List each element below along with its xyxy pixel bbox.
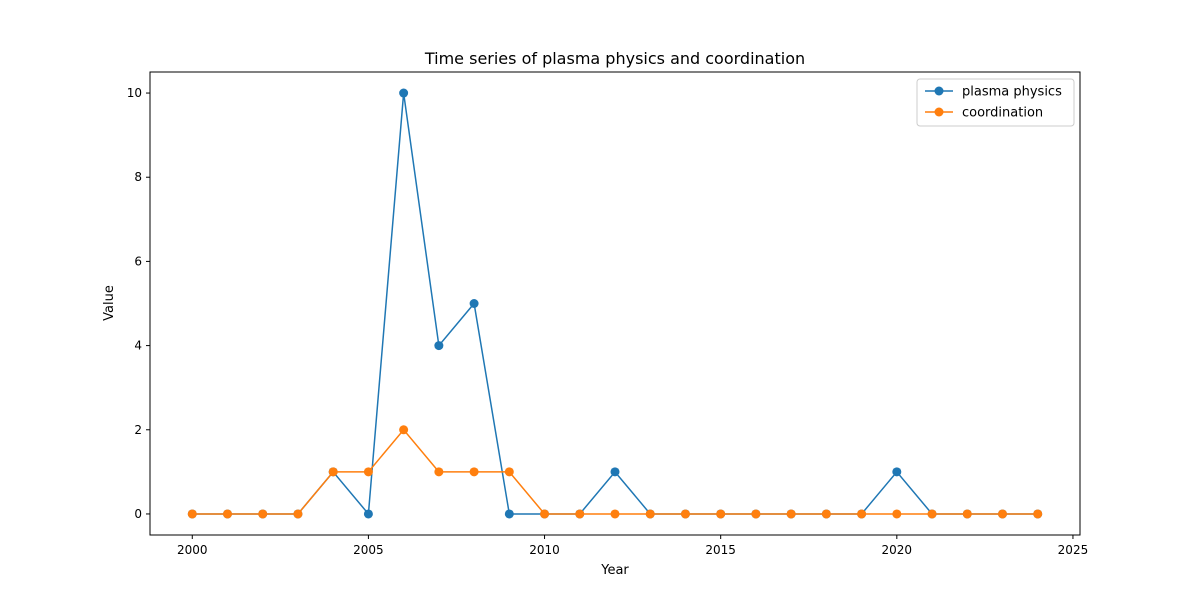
y-tick-label: 10	[127, 86, 142, 100]
data-point-1	[363, 467, 373, 477]
legend-label: plasma physics	[962, 85, 1062, 100]
x-tick-label: 2015	[705, 543, 736, 557]
plot-frame	[149, 71, 1081, 536]
legend-label: coordination	[962, 106, 1043, 121]
y-tick-label: 6	[134, 254, 142, 268]
y-tick-label: 2	[134, 423, 142, 437]
data-point-1	[187, 509, 197, 519]
x-tick-label: 2025	[1058, 543, 1089, 557]
data-point-1	[751, 509, 761, 519]
data-point-1	[645, 509, 655, 519]
data-point-1	[998, 509, 1007, 519]
x-tick-label: 2005	[353, 543, 384, 557]
data-point-1	[821, 509, 831, 519]
data-point-0	[363, 509, 373, 519]
data-point-1	[328, 467, 338, 477]
data-point-1	[575, 509, 585, 519]
data-point-0	[504, 509, 514, 519]
data-point-0	[399, 88, 409, 98]
y-tick-label: 0	[134, 507, 142, 521]
data-point-1	[680, 509, 690, 519]
data-point-0	[469, 299, 479, 308]
legend-marker	[934, 86, 944, 96]
data-point-0	[892, 467, 902, 477]
data-point-1	[857, 509, 867, 519]
data-point-1	[892, 509, 902, 519]
y-axis-label: Value	[102, 285, 117, 321]
data-point-1	[399, 425, 409, 435]
data-point-0	[610, 467, 620, 477]
y-tick-label: 4	[134, 339, 142, 353]
x-axis-label: Year	[600, 563, 629, 578]
data-point-1	[610, 509, 620, 519]
x-tick-label: 2020	[882, 543, 913, 557]
data-point-1	[469, 467, 479, 477]
data-point-1	[786, 509, 796, 519]
data-point-1	[962, 509, 972, 519]
data-point-1	[504, 467, 514, 477]
x-tick-label: 2010	[529, 543, 560, 557]
chart-title: Time series of plasma physics and coordi…	[424, 49, 805, 68]
data-point-1	[434, 467, 444, 477]
data-point-1	[716, 509, 726, 519]
y-tick-label: 8	[134, 170, 142, 184]
data-point-1	[258, 509, 268, 519]
data-point-0	[434, 341, 444, 351]
x-tick-label: 2000	[177, 543, 208, 557]
data-point-1	[223, 509, 232, 519]
data-point-1	[927, 509, 937, 519]
legend-box	[916, 78, 1075, 127]
legend: plasma physics coordination	[916, 78, 1075, 127]
legend-marker	[934, 107, 944, 117]
data-point-1	[293, 509, 303, 519]
plot-area: 2000 2005 2010 2015 2020 2025 0 2 4 6 8 10	[127, 71, 1089, 557]
data-point-1	[540, 509, 550, 519]
series-line-0	[192, 92, 1038, 516]
data-point-1	[1033, 509, 1043, 519]
